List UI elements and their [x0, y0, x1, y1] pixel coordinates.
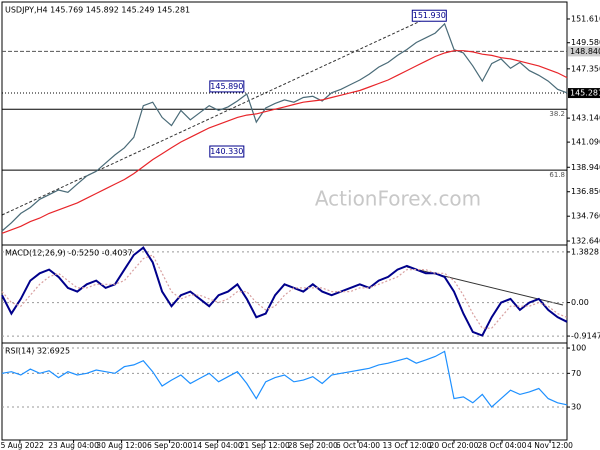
x-tick-label: 28 Oct 04:00: [478, 441, 527, 450]
trend-line: [1, 11, 441, 216]
y-tick-label: 100: [571, 344, 586, 353]
y-tick-label: 70: [571, 369, 581, 378]
annotation-box: [411, 9, 447, 22]
y-tick-label: 149.580: [571, 38, 600, 47]
x-tick-label: 6 Oct 04:00: [336, 441, 380, 450]
series-line: [1, 246, 568, 337]
y-tick-label: 134.760: [571, 212, 600, 221]
annotation-label: 140.330: [210, 147, 243, 156]
x-tick-label: 13 Oct 12:00: [382, 441, 431, 450]
x-tick-label: 6 Sep 20:00: [147, 441, 193, 450]
x-tick-label: 23 Aug 04:00: [48, 441, 99, 450]
y-tick-label: 147.350: [571, 64, 600, 73]
y-tick-label: 143.140: [571, 114, 600, 123]
annotation-box: [209, 145, 245, 158]
x-tick-label: 21 Sep 12:00: [240, 441, 290, 450]
annotation-box: [209, 80, 245, 93]
panel-frame: [1, 342, 568, 441]
series-line: [1, 254, 568, 329]
x-tick-label: 20 Oct 20:00: [430, 441, 479, 450]
x-tick-label: 28 Sep 20:00: [288, 441, 338, 450]
price-label: 148.840: [570, 47, 600, 56]
series-line: [1, 50, 568, 234]
fib-label: 61.8: [549, 171, 565, 179]
annotation-label: 151.930: [413, 11, 446, 20]
series-line: [1, 350, 568, 408]
y-tick-label: 1.3828: [571, 247, 599, 256]
y-tick-label: 132.640: [571, 237, 600, 246]
y-tick-label: -0.9147: [571, 332, 600, 341]
y-tick-label: 0.00: [571, 298, 589, 307]
y-tick-label: 138.940: [571, 163, 600, 172]
y-tick-label: 151.610: [571, 14, 600, 23]
x-tick-label: 30 Aug 12:00: [96, 441, 147, 450]
y-tick-label: 136.850: [571, 187, 600, 196]
watermark: ActionForex.com: [315, 187, 481, 211]
series-line: [1, 22, 568, 232]
panel-title: USDJPY,H4 145.769 145.892 145.249 145.28…: [5, 6, 190, 15]
x-tick-label: 4 Nov 12:00: [527, 441, 573, 450]
panel-title: MACD(12,26,9) -0.5250 -0.4037: [5, 249, 133, 258]
price-label: 145.281: [570, 89, 600, 98]
x-tick-label: 15 Aug 2022: [0, 441, 44, 450]
x-tick-label: 14 Sep 04:00: [193, 441, 243, 450]
y-tick-label: 30: [571, 403, 581, 412]
price-box: [568, 46, 600, 57]
annotation-label: 145.890: [210, 82, 243, 91]
price-box: [568, 88, 600, 99]
panel-title: RSI(14) 32.6925: [5, 347, 70, 356]
y-tick-label: 141.090: [571, 138, 600, 147]
fib-label: 38.2: [549, 110, 565, 118]
